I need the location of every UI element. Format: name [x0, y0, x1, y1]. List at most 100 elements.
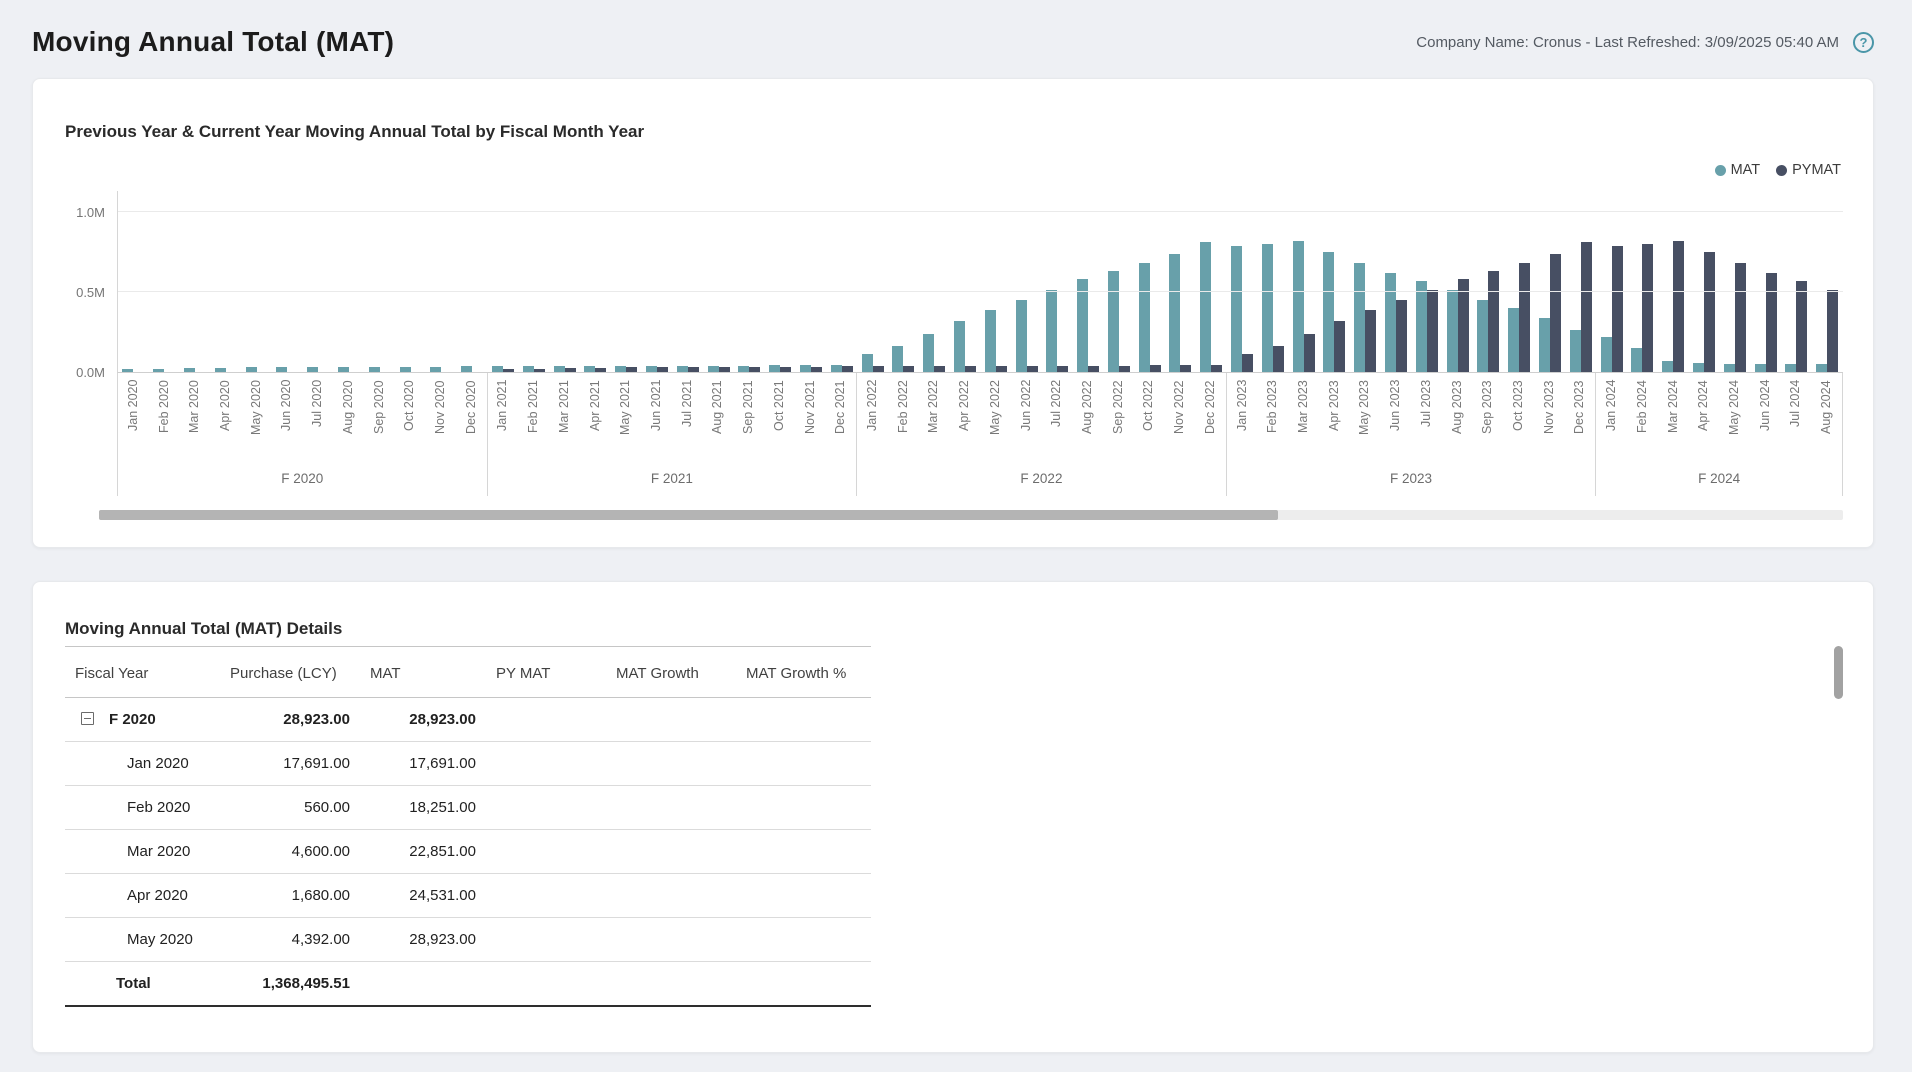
mat-bar[interactable] — [430, 367, 442, 372]
mat-bar[interactable] — [337, 367, 349, 372]
pymat-bar[interactable] — [1734, 263, 1746, 372]
table-row-apr-2020[interactable]: Apr 2020 1,680.00 24,531.00 — [65, 873, 871, 918]
mat-bar[interactable] — [1754, 364, 1766, 372]
mat-bar[interactable] — [1107, 271, 1119, 372]
pymat-bar[interactable] — [1180, 365, 1192, 372]
pymat-bar[interactable] — [1550, 254, 1562, 372]
mat-bar[interactable] — [923, 334, 935, 372]
mat-bar[interactable] — [1569, 330, 1581, 372]
pymat-bar[interactable] — [1057, 366, 1069, 372]
mat-bar[interactable] — [953, 321, 965, 372]
column-header-purchase-lcy-[interactable]: Purchase (LCY) — [220, 646, 360, 698]
pymat-bar[interactable] — [687, 367, 699, 372]
mat-bar[interactable] — [368, 367, 380, 372]
mat-bar[interactable] — [1169, 254, 1181, 372]
legend-item-pymat[interactable]: PYMAT — [1776, 162, 1841, 178]
pymat-bar[interactable] — [1796, 281, 1808, 372]
table-row-may-2020[interactable]: May 2020 4,392.00 28,923.00 — [65, 917, 871, 962]
mat-bar[interactable] — [1200, 242, 1212, 372]
pymat-bar[interactable] — [1704, 252, 1716, 372]
table-row-mar-2020[interactable]: Mar 2020 4,600.00 22,851.00 — [65, 829, 871, 874]
mat-bar[interactable] — [1662, 361, 1674, 372]
mat-bar[interactable] — [1015, 300, 1027, 372]
pymat-bar[interactable] — [1396, 300, 1408, 372]
mat-bar[interactable] — [122, 369, 134, 372]
pymat-bar[interactable] — [872, 366, 884, 372]
legend-item-mat[interactable]: MAT — [1714, 162, 1760, 178]
mat-bar[interactable] — [645, 366, 657, 372]
pymat-bar[interactable] — [1272, 346, 1284, 372]
mat-bar[interactable] — [984, 310, 996, 372]
column-header-mat-growth-[interactable]: MAT Growth % — [736, 646, 871, 698]
mat-bar[interactable] — [1077, 279, 1089, 372]
pymat-bar[interactable] — [1242, 354, 1254, 372]
mat-bar[interactable] — [1446, 290, 1458, 372]
pymat-bar[interactable] — [1827, 290, 1839, 372]
pymat-bar[interactable] — [502, 369, 514, 372]
pymat-bar[interactable] — [934, 366, 946, 372]
pymat-bar[interactable] — [1519, 263, 1531, 372]
pymat-bar[interactable] — [1426, 290, 1438, 372]
pymat-bar[interactable] — [1303, 334, 1315, 372]
column-header-mat[interactable]: MAT — [360, 646, 486, 698]
column-header-mat-growth[interactable]: MAT Growth — [606, 646, 736, 698]
mat-bar[interactable] — [1600, 337, 1612, 372]
mat-bar[interactable] — [1231, 246, 1243, 372]
pymat-bar[interactable] — [1149, 365, 1161, 372]
mat-bar[interactable] — [461, 366, 473, 372]
pymat-bar[interactable] — [780, 367, 792, 372]
pymat-bar[interactable] — [1334, 321, 1346, 372]
column-header-py-mat[interactable]: PY MAT — [486, 646, 606, 698]
mat-bar[interactable] — [707, 366, 719, 372]
mat-bar[interactable] — [676, 366, 688, 372]
mat-bar[interactable] — [861, 354, 873, 372]
mat-bar[interactable] — [738, 366, 750, 372]
mat-bar[interactable] — [1354, 263, 1366, 372]
pymat-bar[interactable] — [1026, 366, 1038, 372]
mat-bar[interactable] — [1261, 244, 1273, 372]
mat-bar[interactable] — [830, 365, 842, 372]
pymat-bar[interactable] — [749, 367, 761, 372]
table-row-f-2020[interactable]: F 2020 28,923.00 28,923.00 — [65, 697, 871, 742]
pymat-bar[interactable] — [903, 366, 915, 372]
mat-bar[interactable] — [769, 365, 781, 372]
pymat-bar[interactable] — [1765, 273, 1777, 372]
pymat-bar[interactable] — [841, 366, 853, 372]
mat-bar[interactable] — [214, 368, 226, 372]
table-row-feb-2020[interactable]: Feb 2020 560.00 18,251.00 — [65, 785, 871, 830]
mat-bar[interactable] — [276, 367, 288, 372]
chart-horizontal-scrollbar[interactable] — [99, 510, 1843, 520]
pymat-bar[interactable] — [595, 368, 607, 372]
table-row-total[interactable]: Total 1,368,495.51 — [65, 961, 871, 1007]
pymat-bar[interactable] — [564, 368, 576, 372]
pymat-bar[interactable] — [626, 367, 638, 372]
mat-bar[interactable] — [1138, 263, 1150, 372]
pymat-bar[interactable] — [1673, 241, 1685, 372]
pymat-bar[interactable] — [1118, 366, 1130, 372]
pymat-bar[interactable] — [1488, 271, 1500, 372]
pymat-bar[interactable] — [1211, 365, 1223, 372]
pymat-bar[interactable] — [1457, 279, 1469, 372]
pymat-bar[interactable] — [964, 366, 976, 372]
mat-bar[interactable] — [1323, 252, 1335, 372]
mat-bar[interactable] — [1693, 363, 1705, 372]
mat-bar[interactable] — [183, 368, 195, 372]
mat-bar[interactable] — [892, 346, 904, 372]
mat-bar[interactable] — [799, 365, 811, 372]
pymat-bar[interactable] — [1642, 244, 1654, 372]
mat-bar[interactable] — [245, 367, 257, 372]
mat-bar[interactable] — [1415, 281, 1427, 372]
pymat-bar[interactable] — [1365, 310, 1377, 372]
mat-bar[interactable] — [1508, 308, 1520, 372]
mat-bar[interactable] — [1723, 364, 1735, 372]
table-vertical-scrollbar-thumb[interactable] — [1834, 646, 1843, 699]
mat-bar[interactable] — [615, 366, 627, 372]
mat-bar[interactable] — [153, 369, 165, 372]
mat-bar[interactable] — [1785, 364, 1797, 372]
mat-bar[interactable] — [522, 366, 534, 372]
pymat-bar[interactable] — [718, 367, 730, 372]
pymat-bar[interactable] — [533, 369, 545, 372]
mat-bar[interactable] — [491, 366, 503, 372]
pymat-bar[interactable] — [1580, 242, 1592, 372]
pymat-bar[interactable] — [1611, 246, 1623, 372]
